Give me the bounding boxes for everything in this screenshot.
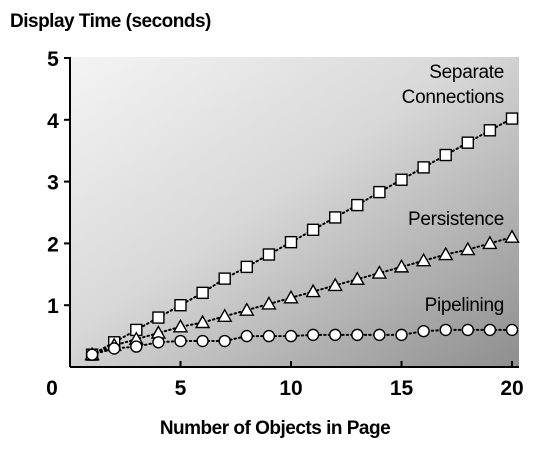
square-marker [306,223,320,237]
circle-marker [417,324,430,338]
square-marker [483,124,497,137]
circle-marker [218,334,231,348]
square-marker [395,173,408,186]
triangle-marker [217,308,233,323]
triangle-marker [371,265,388,279]
y-tick-label: 4 [47,110,59,133]
triangle-marker [194,314,211,329]
square-marker [284,235,298,249]
circle-marker [351,328,364,342]
x-tick-label: 20 [500,377,523,400]
y-tick-label: 3 [47,172,59,195]
y-tick-label: 2 [47,233,59,256]
triangle-marker [438,246,454,261]
square-marker [505,112,519,125]
x-tick-label: 15 [390,377,414,400]
square-marker [218,272,231,285]
circle-marker [395,328,408,342]
square-marker [174,299,187,312]
triangle-marker [239,302,255,316]
x-tick-label: 5 [175,377,187,400]
x-axis-label: Number of Objects in Page [160,418,390,439]
circle-marker [505,323,519,337]
circle-marker [284,329,298,343]
series-markers [84,112,520,361]
triangle-marker [393,258,410,273]
series-label-separate-connections: Separate [429,62,504,83]
y-tick-label: 5 [47,48,59,71]
square-marker [373,185,386,199]
series-labels: Separate Connections Persistence Pipelining [402,62,505,316]
x-tick-label: 10 [279,377,302,400]
circle-marker [306,328,320,342]
circle-marker [240,329,254,343]
circle-marker [196,334,209,348]
circle-marker [152,336,165,349]
square-marker [152,311,165,324]
circle-marker [130,340,143,353]
axis-ticks: 1 2 3 4 5 5 10 15 20 [47,48,524,400]
square-marker [351,198,364,212]
square-marker [240,260,254,274]
triangle-marker [327,277,343,292]
y-axis-label: Display Time (seconds) [10,11,211,32]
plot-area [70,57,519,366]
circle-marker [483,323,497,337]
square-marker [417,161,430,174]
circle-marker [262,329,276,343]
circle-marker [174,334,187,348]
series-label-persistence: Persistence [408,209,504,230]
circle-marker [85,348,99,361]
circle-marker [329,328,342,342]
triangle-marker [283,289,299,304]
triangle-marker [349,271,365,285]
triangle-marker [504,229,520,243]
triangle-marker [305,283,321,298]
x-origin-label: 0 [46,377,58,400]
square-marker [461,136,474,149]
triangle-marker [482,235,498,250]
square-marker [329,211,342,224]
triangle-marker [415,252,432,267]
square-marker [196,286,209,300]
circle-marker [461,323,474,337]
triangle-marker [172,318,189,333]
series-label-separate-connections: Connections [402,87,504,108]
square-marker [262,248,276,261]
circle-marker [439,323,452,337]
circle-marker [107,342,121,355]
triangle-marker [261,296,277,310]
triangle-marker [460,241,476,256]
square-marker [439,148,452,162]
y-tick-label: 1 [47,295,59,318]
series-label-pipelining: Pipelining [425,295,504,316]
circle-marker [373,328,386,342]
